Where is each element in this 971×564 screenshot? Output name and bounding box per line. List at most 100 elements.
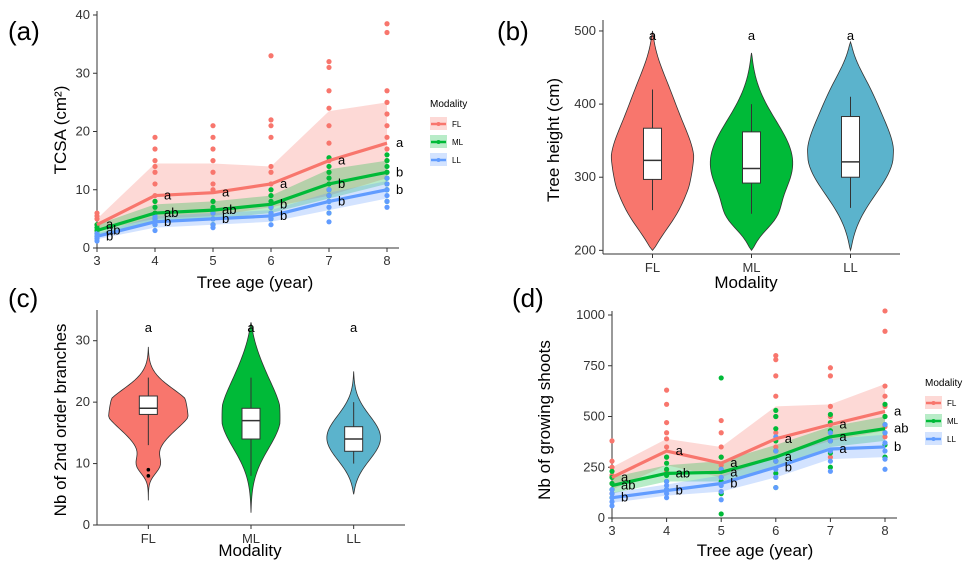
panel-d-point-FL [773,353,779,359]
panel-c-xtick-label: ML [242,531,260,546]
panel-d-point-ML [664,460,670,466]
panel-a-point-FL [384,21,390,27]
panel-a-sig-label-FL: a [106,217,114,232]
panel-a-line-ML [96,170,388,233]
panel-d-sig-label-FL: a [894,403,902,418]
panel-d-sig-label-ML: ab [894,421,908,436]
panel-a-xtick-label: 5 [209,253,216,268]
panel-a-xtick-label: 8 [383,253,390,268]
panel-d-point-ML [718,375,724,381]
panel-d-point-FL [827,373,834,379]
panel-d-point-FL [664,387,670,393]
panel-a-point-LL [384,204,390,210]
panel-d-point-FL [664,401,670,407]
panel-c-sig-label-FL: a [145,320,153,335]
panel-a-line-FL [96,141,388,227]
panel-a-sig-label-FL: a [280,176,288,191]
panel-b-plot: 200 300 400 500 FL a ML a LL a [574,20,900,275]
panel-d-band-FL [612,384,885,490]
panel-d-point-LL [609,491,615,497]
panel-letter-a: (a) [8,16,40,46]
panel-a-point-FL [326,88,332,94]
panel-d-point-FL [827,365,834,371]
panel-d-point-LL [664,482,670,489]
panel-d-point-FL [718,430,724,436]
panel-c-box-ML [241,407,261,440]
panel-a-legend-key-dot-ML [436,140,441,144]
panel-d-point-LL [882,430,888,436]
panel-a-point-FL [94,210,100,216]
panel-a-point-FL [152,181,158,187]
panel-a-point-FL [268,169,274,175]
panel-a-legend-key-dot-LL [436,158,441,162]
panel-c-xtick-label: LL [346,531,360,546]
panel-d-sig-label-FL: a [839,417,847,432]
panel-c-sig-label-ML: a [247,320,255,335]
panel-b-xtick-label: LL [843,260,857,275]
panel-d-point-FL [882,434,888,440]
panel-d-xtick-label: 8 [881,523,888,538]
panel-d-xlabel: Tree age (year) [697,541,814,560]
panel-d-point-FL [773,430,779,436]
panel-a-point-ML [210,198,216,204]
panel-a-point-FL [210,158,216,164]
panel-d-ytick-label: 1000 [576,307,605,322]
panel-b-ytick-label: 300 [574,169,596,184]
panel-d-point-LL [773,484,779,491]
panel-d-point-FL [882,383,888,389]
panel-d-legend-label-LL: LL [947,435,956,444]
panel-a-xtick-label: 4 [151,253,158,268]
panel-d-sig-label-ML: ab [621,478,635,493]
panel-b-xlabel: Modality [714,273,778,292]
panel-d-sig-label-LL: b [676,483,683,498]
panel-a-point-FL [210,134,216,140]
panel-a-point-FL [384,29,390,36]
panel-c-ylabel: Nb of 2nd order branches [51,324,70,517]
panel-c-xlabel: Modality [218,541,282,560]
panel-d-point-FL [664,430,670,436]
panel-a-sig-label-FL: a [164,188,172,203]
panel-d-ytick-label: 0 [598,510,605,525]
panel-a-band-FL [97,102,387,231]
panel-b-sig-label-LL: a [847,28,855,43]
panel-d-point-FL [773,373,779,379]
panel-a-point-LL [384,175,390,181]
panel-a-sig-label-ML: ab [164,205,178,220]
panel-d-point-FL [773,357,779,363]
panel-d-point-LL [609,503,615,509]
panel-a-point-FL [384,99,390,105]
panel-d-point-FL [609,464,615,470]
panel-a-point-ML [268,187,274,193]
panel-a-point-FL [152,169,158,175]
panel-a-point-FL [326,123,332,129]
panel-b-box-FL [643,127,662,180]
panel-d-point-ML [773,407,779,414]
panel-b-sig-label-FL: a [649,28,657,43]
panel-d-point-FL [718,444,724,450]
panel-d-point-ML [882,413,888,420]
panel-d-point-ML [773,426,779,432]
panel-d-line-FL [611,409,886,479]
panel-b-sig-label-ML: a [748,28,756,43]
panel-a-point-LL [326,210,332,216]
panel-a-point-FL [326,105,332,111]
panel-a-point-LL [326,192,332,199]
panel-d-xtick-label: 5 [718,523,725,538]
panel-d-point-LL [773,474,779,480]
panel-a-sig-label-FL: a [222,185,230,200]
panel-a-point-ML [326,163,332,170]
panel-a-ytick-label: 40 [76,7,90,22]
panel-d-sig-label-ML: ab [676,465,690,480]
panel-c-ytick-label: 0 [83,517,90,532]
panel-d-line-ML [611,427,886,488]
panel-d-point-LL [609,486,615,493]
panel-d-point-LL [718,497,724,503]
panel-a-line-LL [96,188,388,238]
panel-a-point-FL [210,146,216,152]
panel-d-ytick-label: 750 [583,358,605,373]
panel-a-point-ML [152,198,158,204]
panel-a-point-LL [326,187,332,193]
panel-a-point-FL [326,140,332,146]
